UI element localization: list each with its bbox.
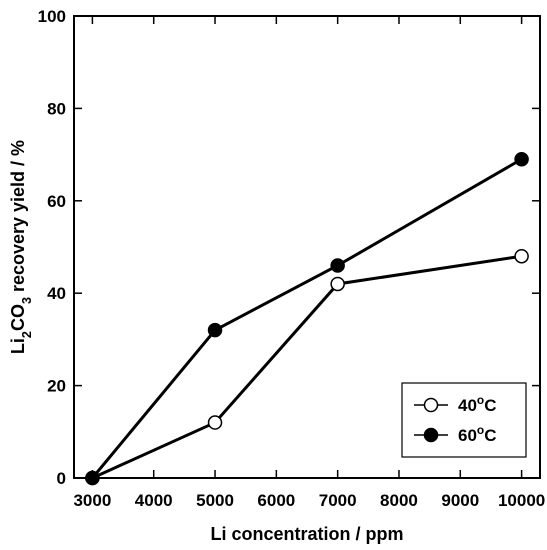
axis-ticks (74, 15, 540, 479)
y-axis-title: Li2CO3 recovery yield / % (8, 140, 34, 354)
tick-labels: 3000 4000 5000 6000 7000 8000 9000 10000 0 20 40 60… (38, 7, 546, 510)
y-tick-label: 80 (47, 99, 66, 118)
x-tick-label: 10000 (498, 491, 545, 510)
x-tick-label: 3000 (73, 491, 111, 510)
legend-marker (423, 427, 439, 443)
x-tick-label: 8000 (380, 491, 418, 510)
x-tick-label: 9000 (441, 491, 479, 510)
y-tick-label: 40 (47, 284, 66, 303)
y-tick-label: 20 (47, 377, 66, 396)
legend-label: 60oC (458, 423, 496, 445)
legend-label: 40oC (458, 393, 496, 415)
plot-frame (73, 15, 541, 479)
x-axis-title: Li concentration / ppm (210, 524, 403, 544)
data-point (207, 415, 223, 430)
data-point (330, 276, 345, 292)
data-point (514, 151, 529, 167)
legend-marker (423, 397, 439, 413)
data-point (330, 258, 345, 273)
data-point (85, 470, 100, 486)
data-point (514, 248, 529, 264)
y-tick-label: 0 (57, 469, 66, 488)
data-point (207, 322, 223, 338)
series-line (91, 157, 523, 479)
x-tick-label: 7000 (319, 491, 357, 510)
series-layer (85, 151, 529, 486)
series-line (91, 254, 522, 480)
y-tick-label: 60 (47, 192, 66, 211)
legend-box (401, 382, 527, 458)
x-tick-label: 5000 (196, 491, 234, 510)
y-tick-label: 100 (38, 7, 66, 26)
x-tick-label: 6000 (257, 491, 295, 510)
legend: 40oC 60oC (401, 382, 527, 458)
x-tick-label: 4000 (135, 491, 173, 510)
